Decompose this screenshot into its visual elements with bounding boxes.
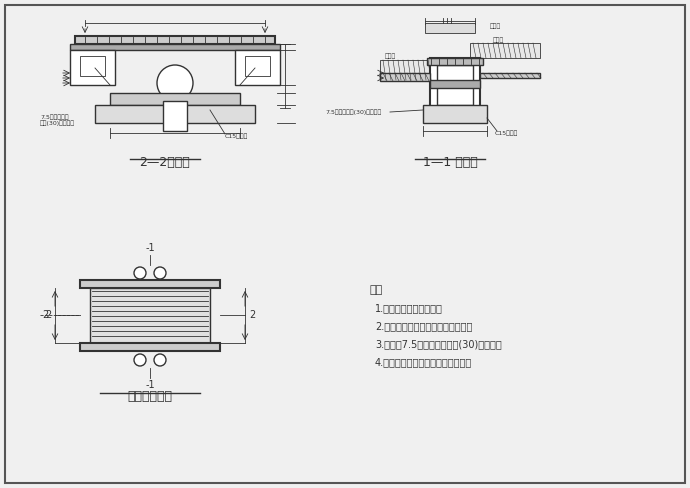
- Text: C15混凝土: C15混凝土: [495, 130, 518, 136]
- Text: 人行道: 人行道: [493, 37, 504, 43]
- Bar: [95, 105, 255, 123]
- Text: 1.本图尺寸均以毫米计。: 1.本图尺寸均以毫米计。: [375, 303, 443, 313]
- Bar: [430, 58, 480, 113]
- Circle shape: [154, 267, 166, 279]
- Text: 7.5号水泥砂浆(30)号青水储: 7.5号水泥砂浆(30)号青水储: [325, 109, 382, 115]
- Text: 2: 2: [42, 310, 48, 320]
- Text: -1: -1: [145, 243, 155, 253]
- Text: 3.井墙为7.5号水泥砂浆砂剀(30)号青水储: 3.井墙为7.5号水泥砂浆砂剀(30)号青水储: [375, 339, 502, 349]
- Bar: [110, 93, 240, 105]
- Text: -1: -1: [145, 380, 155, 390]
- Bar: [163, 101, 187, 131]
- Bar: [70, 50, 115, 85]
- Bar: [70, 44, 280, 50]
- Bar: [80, 56, 105, 76]
- Bar: [75, 36, 275, 44]
- Text: 2: 2: [45, 310, 51, 320]
- Bar: [425, 23, 475, 33]
- Bar: [80, 280, 220, 288]
- Text: 2: 2: [249, 310, 255, 320]
- Circle shape: [154, 354, 166, 366]
- Bar: [480, 73, 540, 78]
- Bar: [380, 73, 430, 81]
- Bar: [235, 50, 280, 85]
- Text: 7.5号水泥砂浆
砂剀(30)号青水储: 7.5号水泥砂浆 砂剀(30)号青水储: [40, 114, 75, 126]
- Bar: [470, 43, 540, 58]
- Circle shape: [134, 267, 146, 279]
- Text: 路沿石: 路沿石: [490, 23, 501, 29]
- Text: 车行道: 车行道: [385, 53, 396, 59]
- Bar: [437, 65, 473, 105]
- Bar: [380, 60, 435, 80]
- Text: C15混凝土: C15混凝土: [225, 133, 248, 139]
- Circle shape: [134, 354, 146, 366]
- Text: 4.雨水算材料为钑纤维混凝土成品。: 4.雨水算材料为钑纤维混凝土成品。: [375, 357, 472, 367]
- Bar: [90, 288, 210, 343]
- Text: 说明: 说明: [370, 285, 383, 295]
- Bar: [423, 105, 487, 123]
- Text: 2.本图适用于车行道上雨水口安装。: 2.本图适用于车行道上雨水口安装。: [375, 321, 473, 331]
- Text: 1—1 剑面图: 1—1 剑面图: [422, 156, 477, 169]
- Bar: [245, 56, 270, 76]
- Circle shape: [157, 65, 193, 101]
- Bar: [430, 80, 480, 88]
- Bar: [80, 343, 220, 351]
- Bar: [427, 58, 483, 65]
- Text: 雨水口平面图: 雨水口平面图: [128, 390, 172, 403]
- Text: 2—2剑面图: 2—2剑面图: [139, 156, 190, 169]
